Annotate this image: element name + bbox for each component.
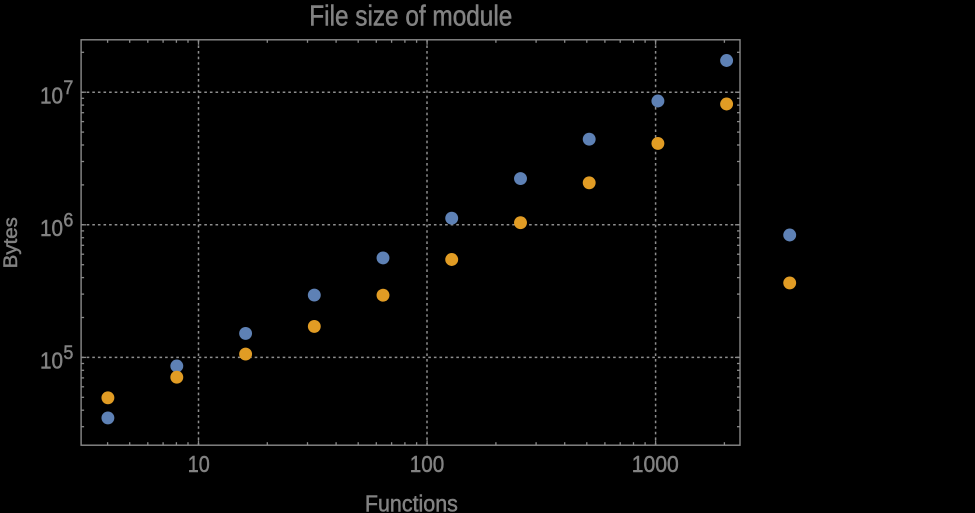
svg-text:1000: 1000 [632, 451, 679, 477]
svg-text:Bytes: Bytes [0, 217, 22, 268]
svg-text:File size of module: File size of module [309, 1, 512, 33]
svg-text:Functions: Functions [365, 491, 458, 513]
svg-text:10: 10 [40, 82, 63, 108]
svg-text:7: 7 [63, 78, 73, 99]
svg-text:100: 100 [410, 451, 445, 477]
svg-text:5: 5 [63, 343, 73, 364]
svg-text:10: 10 [40, 348, 63, 374]
svg-text:6: 6 [63, 211, 73, 232]
svg-text:10: 10 [188, 451, 210, 477]
svg-text:10: 10 [40, 215, 63, 241]
